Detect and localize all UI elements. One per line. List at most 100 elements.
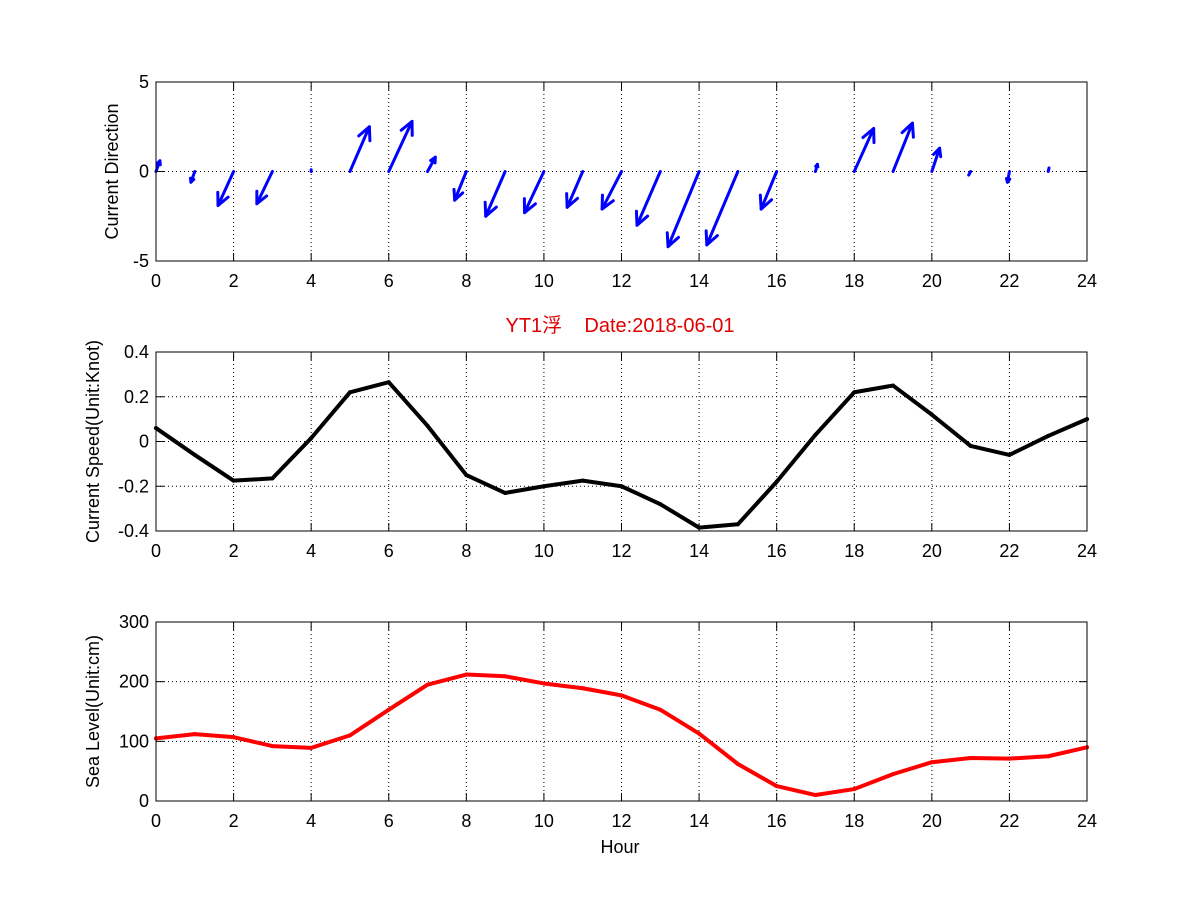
data-point (619, 693, 624, 698)
arrow-head (600, 193, 615, 211)
data-point (1046, 433, 1051, 438)
x-tick-label: 14 (689, 541, 709, 561)
x-axis-label: Hour (600, 837, 639, 857)
arrow-shaft (255, 170, 274, 206)
x-tick-label: 24 (1077, 541, 1097, 561)
x-tick-label: 16 (767, 271, 787, 291)
quiver-arrow (634, 170, 662, 227)
x-tick-label: 6 (384, 811, 394, 831)
arrow-head (255, 189, 269, 206)
y-tick-label: 300 (119, 612, 149, 632)
x-tick-label: 12 (611, 541, 631, 561)
x-tick-label: 22 (999, 541, 1019, 561)
arrow-shaft (1046, 166, 1051, 173)
y-tick-label: 0 (139, 791, 149, 811)
data-point (1046, 754, 1051, 759)
arrow-head (758, 193, 774, 211)
data-point (231, 478, 236, 483)
quiver-arrow (348, 125, 372, 173)
chart-title: YT1浮 Date:2018-06-01 (505, 314, 734, 337)
arrow-head (634, 209, 650, 227)
x-tick-label: 8 (461, 811, 471, 831)
arrow-head (357, 125, 372, 143)
data-point (270, 476, 275, 481)
quiver-arrow (665, 170, 701, 249)
arrow-head (189, 176, 196, 184)
x-tick-label: 20 (922, 541, 942, 561)
x-tick-label: 10 (534, 541, 554, 561)
quiver-arrow (189, 170, 197, 184)
x-tick-label: 18 (844, 271, 864, 291)
arrow-shaft (600, 170, 623, 211)
data-point (580, 686, 585, 691)
x-tick-label: 4 (306, 811, 316, 831)
data-point (735, 522, 740, 527)
arrow-shaft (387, 119, 414, 173)
arrow-shaft (891, 121, 914, 173)
arrow-head (861, 127, 876, 145)
arrow-shaft (705, 170, 740, 247)
quiver-arrow (387, 119, 414, 173)
arrow-head (565, 192, 580, 209)
quiver-arrow (522, 170, 546, 215)
data-point (347, 733, 352, 738)
data-point (503, 674, 508, 679)
data-point (852, 390, 857, 395)
x-tick-label: 2 (229, 271, 239, 291)
arrow-shaft (852, 127, 876, 173)
chart-panel-2: 0 2 4 6 8 10 12 14 16 18 20 22 24-0.4-0.200.20.4Curr… (83, 340, 1097, 561)
x-tick-label: 12 (611, 811, 631, 831)
quiver-arrow (852, 127, 876, 173)
arrow-head (932, 146, 943, 159)
quiver-arrow (452, 170, 468, 202)
arrow-head (452, 187, 465, 202)
quiver-arrow (813, 162, 820, 173)
arrow-shaft (216, 170, 236, 208)
data-point (192, 732, 197, 737)
arrow-shaft (484, 170, 507, 218)
arrow-shaft (523, 170, 546, 215)
x-tick-label: 0 (151, 541, 161, 561)
x-tick-label: 10 (534, 811, 554, 831)
y-tick-label: 0 (139, 432, 149, 452)
x-tick-label: 0 (151, 811, 161, 831)
data-point (270, 744, 275, 749)
data-point (309, 436, 314, 441)
quiver-arrow (426, 155, 437, 173)
data-point (891, 383, 896, 388)
y-tick-label: -0.2 (118, 476, 149, 496)
data-point (813, 793, 818, 798)
y-tick-label: 5 (139, 72, 149, 92)
data-point (347, 390, 352, 395)
quiver-arrow (891, 121, 915, 173)
x-tick-label: 24 (1077, 271, 1097, 291)
arrow-head (522, 197, 537, 215)
arrow-head (216, 190, 230, 208)
data-point (464, 672, 469, 677)
x-tick-label: 14 (689, 271, 709, 291)
y-axis-label: Current Speed(Unit:Knot) (83, 340, 103, 543)
x-tick-label: 8 (461, 271, 471, 291)
x-tick-label: 10 (534, 271, 554, 291)
arrow-head (665, 231, 680, 249)
arrow-head (900, 121, 915, 139)
quiver-arrow (565, 170, 585, 209)
data-point (813, 432, 818, 437)
y-tick-label: 0.2 (124, 387, 149, 407)
x-tick-label: 20 (922, 271, 942, 291)
data-point (891, 772, 896, 777)
data-point (425, 423, 430, 428)
data-point (929, 760, 934, 765)
data-point (541, 681, 546, 686)
y-axis-label: Current Direction (102, 103, 122, 239)
quiver-arrow (704, 170, 740, 247)
quiver-arrow (154, 159, 162, 173)
y-axis-label: Sea Level(Unit:cm) (83, 635, 103, 788)
arrow-shaft (930, 146, 942, 173)
y-tick-label: 0.4 (124, 342, 149, 362)
x-tick-label: 22 (999, 271, 1019, 291)
arrow-shaft (348, 125, 371, 173)
arrow-shaft (635, 170, 662, 227)
